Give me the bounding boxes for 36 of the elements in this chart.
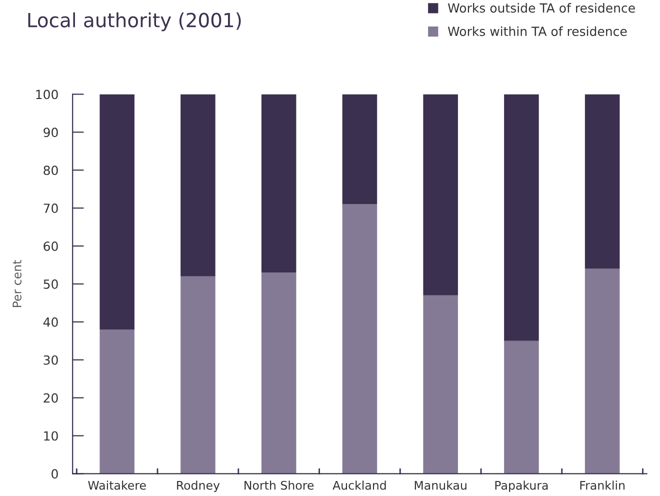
x-tick-label: North Shore <box>244 480 314 490</box>
bar <box>261 272 296 474</box>
y-tick-label: 70 <box>44 204 58 213</box>
bar <box>100 329 134 474</box>
bar <box>342 204 378 474</box>
bar <box>423 295 458 474</box>
bar <box>180 276 216 474</box>
y-tick-label: 0 <box>52 469 58 479</box>
bar <box>180 94 216 276</box>
bar <box>261 94 296 273</box>
bar <box>342 94 378 204</box>
y-tick-label: 50 <box>44 279 58 289</box>
bar <box>423 94 458 296</box>
bar <box>504 340 539 474</box>
y-tick-label: 40 <box>43 317 58 327</box>
y-tick-label: 20 <box>44 393 58 403</box>
x-tick-label: Rodney <box>177 480 220 492</box>
chart-title: Local authority (2001) <box>28 12 241 32</box>
bar <box>584 268 620 474</box>
x-tick-label: Papakura <box>495 480 548 492</box>
bar <box>504 94 539 341</box>
x-tick-label: Franklin <box>580 480 625 490</box>
legend-label: Works within TA of residence <box>448 26 627 36</box>
bar <box>100 94 134 330</box>
x-tick-label: Auckland <box>332 480 386 490</box>
y-tick-label: 80 <box>44 166 58 176</box>
bar <box>584 94 620 269</box>
y-tick-label: 90 <box>44 128 58 138</box>
x-tick-label: Manukau <box>414 480 466 490</box>
y-tick-label: 30 <box>44 355 58 365</box>
y-tick-label: 60 <box>44 241 58 251</box>
legend-label: Works outside TA of residence <box>448 3 635 13</box>
x-tick-label: Waitakere <box>88 480 146 490</box>
y-tick-label: 100 <box>36 90 58 100</box>
y-tick-label: 10 <box>44 431 58 441</box>
y-axis-title: Per cent <box>12 260 22 308</box>
